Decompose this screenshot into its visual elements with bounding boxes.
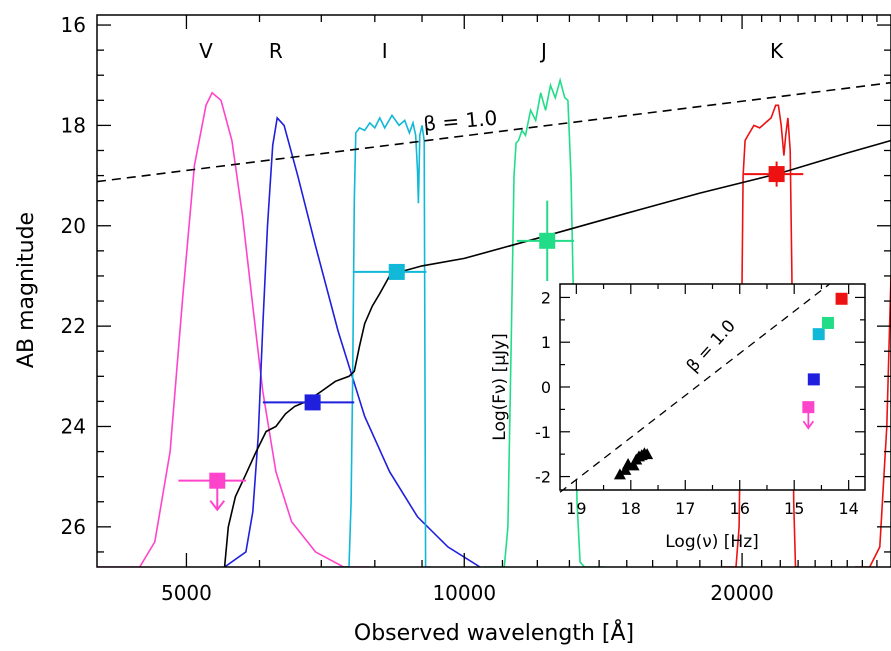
inset-y-tick-label: -1: [535, 423, 551, 442]
y-tick-label: 26: [61, 515, 86, 539]
inset-x-tick-label: 14: [838, 499, 858, 518]
inset-x-tick-label: 17: [675, 499, 695, 518]
band-label-j: J: [539, 39, 547, 63]
photometry-point-i: [388, 263, 405, 280]
model-spectrum-line: [223, 139, 891, 567]
band-label-k: K: [770, 39, 784, 63]
inset-point-k: [835, 292, 848, 305]
inset-x-tick-label: 15: [784, 499, 804, 518]
inset-point-j: [821, 316, 834, 329]
x-tick-label: 10000: [432, 581, 496, 605]
main-plot-frame: [96, 14, 891, 568]
inset-y-tick-label: 1: [541, 333, 551, 352]
photometry-point-k: [768, 166, 785, 183]
xray-point: [619, 463, 632, 475]
filter-curve-i: [332, 113, 431, 567]
inset-upper-limit-arrow-v: [802, 420, 815, 430]
inset-x-tick-label: 19: [566, 499, 586, 518]
band-label-v: V: [199, 39, 213, 63]
y-tick-label: 22: [61, 314, 86, 338]
photometry-point-v: [209, 472, 226, 489]
y-tick-label: 20: [61, 214, 86, 238]
photometry-point-r: [304, 394, 321, 411]
inset-y-tick-label: 2: [541, 288, 551, 307]
main-x-axis-label: Observed wavelength [Å]: [354, 619, 634, 646]
y-tick-label: 24: [61, 414, 86, 438]
x-tick-label: 20000: [710, 581, 774, 605]
y-tick-label: 18: [61, 113, 86, 137]
band-label-i: I: [382, 39, 388, 63]
powerlaw-dashed-line: [97, 81, 891, 183]
filter-curve-k: [721, 104, 799, 567]
filter-curve-v: [97, 91, 370, 567]
xray-point: [627, 459, 640, 471]
xray-point: [613, 468, 626, 480]
inset-powerlaw-dashed-line: [559, 283, 830, 493]
inset-background: [560, 284, 865, 490]
photometry-point-j: [539, 232, 556, 249]
upper-limit-arrow-v: [209, 500, 226, 512]
inset-x-tick-label: 18: [621, 499, 641, 518]
inset-y-tick-label: 0: [541, 378, 551, 397]
inset-point-r: [807, 373, 820, 386]
inset-point-v: [802, 401, 815, 414]
x-tick-label: 5000: [161, 581, 212, 605]
filter-curve-r: [224, 116, 481, 567]
inset-x-tick-label: 16: [730, 499, 750, 518]
inset-x-axis-label: Log(ν) [Hz]: [665, 532, 759, 552]
xray-point: [641, 448, 654, 460]
inset-y-axis-label: Log(Fν) [μJy]: [490, 333, 510, 440]
y-tick-label: 16: [61, 13, 86, 37]
inset-y-tick-label: -2: [535, 468, 551, 487]
main-beta-annotation: β = 1.0: [422, 106, 498, 136]
main-y-axis-label: AB magnitude: [14, 212, 39, 368]
inset-point-i: [812, 328, 825, 341]
band-label-r: R: [269, 39, 283, 63]
